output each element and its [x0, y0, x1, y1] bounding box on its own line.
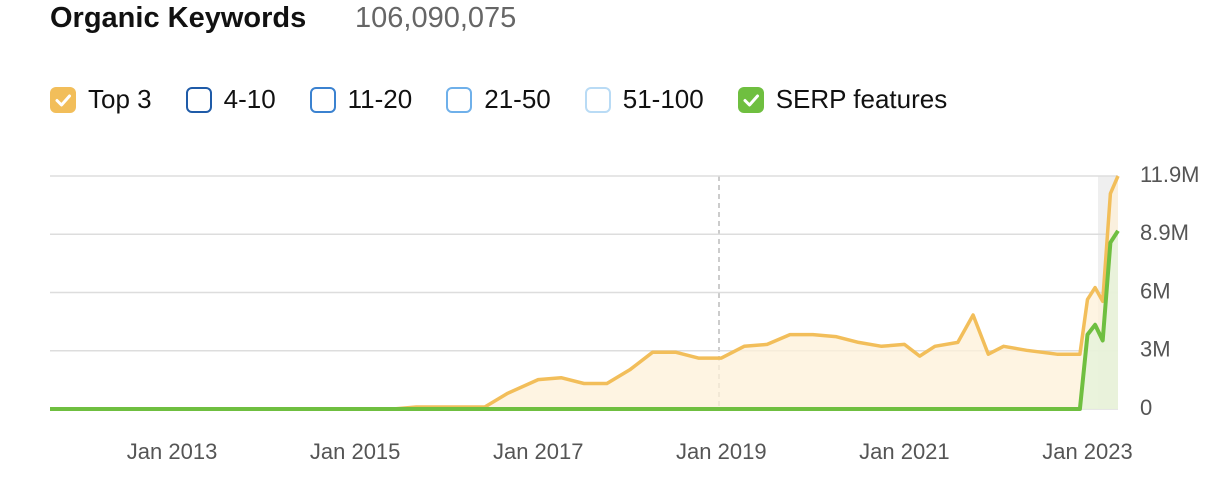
x-tick-label: Jan 2015	[310, 439, 401, 464]
legend-label: 4-10	[223, 84, 276, 114]
y-tick-label: 8.9M	[1140, 220, 1189, 245]
legend-checkbox[interactable]	[309, 86, 336, 113]
legend-item[interactable]: 51-100	[584, 84, 704, 115]
x-tick-label: Jan 2021	[859, 439, 950, 464]
series-line	[50, 229, 1120, 411]
legend-label: 21-50	[484, 84, 551, 114]
legend-item[interactable]: 21-50	[446, 84, 551, 115]
legend-item[interactable]: 11-20	[309, 84, 413, 115]
legend-checkbox[interactable]	[737, 86, 764, 113]
y-tick-label: 11.9M	[1140, 162, 1200, 187]
legend-label: 11-20	[347, 84, 413, 114]
legend-item[interactable]: 4-10	[185, 84, 276, 115]
legend-label: 51-100	[622, 84, 704, 114]
legend-checkbox[interactable]	[584, 86, 611, 113]
legend: Top 3 4-10 11-20 21-50 51-100 SERP features	[50, 84, 947, 115]
legend-item[interactable]: Top 3	[50, 84, 152, 115]
check-icon	[743, 94, 759, 106]
total-count: 106,090,075	[355, 2, 517, 34]
legend-checkbox[interactable]	[185, 86, 212, 113]
series-line	[50, 175, 1120, 411]
legend-item[interactable]: SERP features	[737, 84, 948, 115]
x-tick-label: Jan 2023	[1042, 439, 1133, 464]
series-area	[50, 176, 1118, 409]
check-icon	[55, 94, 71, 106]
y-tick-label: 6M	[1140, 278, 1171, 303]
x-tick-label: Jan 2019	[676, 439, 767, 464]
title: Organic Keywords	[50, 2, 307, 34]
y-tick-label: 0	[1140, 395, 1152, 420]
legend-label: SERP features	[775, 84, 948, 114]
legend-checkbox[interactable]	[50, 86, 76, 113]
legend-checkbox[interactable]	[446, 86, 473, 113]
x-tick-label: Jan 2013	[127, 439, 218, 464]
legend-label: Top 3	[88, 84, 152, 114]
y-tick-label: 3M	[1140, 337, 1171, 362]
x-tick-label: Jan 2017	[493, 439, 584, 464]
